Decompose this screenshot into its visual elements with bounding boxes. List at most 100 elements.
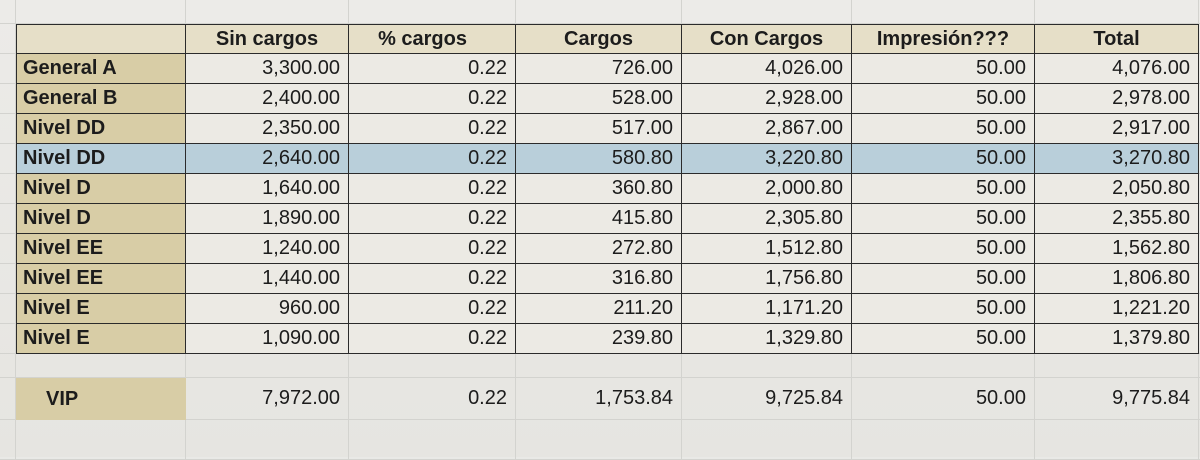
value-cell[interactable]: 50.00 <box>852 324 1035 354</box>
value-cell[interactable]: 2,928.00 <box>682 84 852 114</box>
empty-cell[interactable] <box>852 0 1035 24</box>
vip-value-cell[interactable]: 0.22 <box>349 378 516 420</box>
value-cell[interactable]: 726.00 <box>516 54 682 84</box>
vip-value-cell[interactable]: 1,753.84 <box>516 378 682 420</box>
empty-cell[interactable] <box>852 354 1035 378</box>
value-cell[interactable]: 239.80 <box>516 324 682 354</box>
value-cell[interactable]: 0.22 <box>349 114 516 144</box>
empty-cell[interactable] <box>516 0 682 24</box>
empty-cell[interactable] <box>186 0 349 24</box>
value-cell[interactable]: 50.00 <box>852 234 1035 264</box>
value-cell[interactable]: 1,090.00 <box>186 324 349 354</box>
value-cell[interactable]: 4,026.00 <box>682 54 852 84</box>
value-cell[interactable]: 50.00 <box>852 264 1035 294</box>
value-cell[interactable]: 1,512.80 <box>682 234 852 264</box>
header-total[interactable]: Total <box>1035 24 1199 54</box>
value-cell[interactable]: 1,329.80 <box>682 324 852 354</box>
header-cargos[interactable]: Cargos <box>516 24 682 54</box>
value-cell[interactable]: 2,050.80 <box>1035 174 1199 204</box>
value-cell[interactable]: 2,640.00 <box>186 144 349 174</box>
value-cell[interactable]: 580.80 <box>516 144 682 174</box>
value-cell[interactable]: 2,000.80 <box>682 174 852 204</box>
value-cell[interactable]: 0.22 <box>349 234 516 264</box>
empty-cell[interactable] <box>516 354 682 378</box>
value-cell[interactable]: 50.00 <box>852 84 1035 114</box>
value-cell[interactable]: 0.22 <box>349 264 516 294</box>
value-cell[interactable]: 1,440.00 <box>186 264 349 294</box>
row-label-cell[interactable]: General B <box>16 84 186 114</box>
row-label-cell[interactable]: Nivel D <box>16 204 186 234</box>
value-cell[interactable]: 50.00 <box>852 144 1035 174</box>
empty-cell[interactable] <box>0 354 16 378</box>
value-cell[interactable]: 4,076.00 <box>1035 54 1199 84</box>
header-sin-cargos[interactable]: Sin cargos <box>186 24 349 54</box>
value-cell[interactable]: 1,890.00 <box>186 204 349 234</box>
value-cell[interactable]: 316.80 <box>516 264 682 294</box>
value-cell[interactable]: 3,300.00 <box>186 54 349 84</box>
header-pct-cargos[interactable]: % cargos <box>349 24 516 54</box>
header-con-cargos[interactable]: Con Cargos <box>682 24 852 54</box>
empty-cell[interactable] <box>349 420 516 460</box>
value-cell[interactable]: 0.22 <box>349 84 516 114</box>
vip-value-cell[interactable]: 50.00 <box>852 378 1035 420</box>
empty-cell[interactable] <box>16 354 186 378</box>
value-cell[interactable]: 2,867.00 <box>682 114 852 144</box>
value-cell[interactable]: 272.80 <box>516 234 682 264</box>
empty-cell[interactable] <box>186 354 349 378</box>
value-cell[interactable]: 50.00 <box>852 54 1035 84</box>
value-cell[interactable]: 2,355.80 <box>1035 204 1199 234</box>
value-cell[interactable]: 0.22 <box>349 324 516 354</box>
value-cell[interactable]: 211.20 <box>516 294 682 324</box>
empty-cell[interactable] <box>16 0 186 24</box>
value-cell[interactable]: 2,400.00 <box>186 84 349 114</box>
value-cell[interactable]: 517.00 <box>516 114 682 144</box>
empty-cell[interactable] <box>1035 0 1199 24</box>
value-cell[interactable]: 960.00 <box>186 294 349 324</box>
row-label-cell[interactable]: Nivel DD <box>16 144 186 174</box>
value-cell[interactable]: 3,220.80 <box>682 144 852 174</box>
value-cell[interactable]: 528.00 <box>516 84 682 114</box>
row-label-cell[interactable]: Nivel EE <box>16 234 186 264</box>
vip-value-cell[interactable]: 7,972.00 <box>186 378 349 420</box>
header-corner-cell[interactable] <box>16 24 186 54</box>
vip-label-cell[interactable]: VIP <box>16 378 186 420</box>
row-label-cell[interactable]: General A <box>16 54 186 84</box>
value-cell[interactable]: 50.00 <box>852 174 1035 204</box>
row-label-cell[interactable]: Nivel D <box>16 174 186 204</box>
value-cell[interactable]: 0.22 <box>349 204 516 234</box>
value-cell[interactable]: 1,562.80 <box>1035 234 1199 264</box>
value-cell[interactable]: 3,270.80 <box>1035 144 1199 174</box>
empty-cell[interactable] <box>682 0 852 24</box>
empty-cell[interactable] <box>1035 354 1199 378</box>
empty-cell[interactable] <box>0 420 16 460</box>
vip-value-cell[interactable]: 9,775.84 <box>1035 378 1199 420</box>
value-cell[interactable]: 415.80 <box>516 204 682 234</box>
value-cell[interactable]: 1,240.00 <box>186 234 349 264</box>
value-cell[interactable]: 1,171.20 <box>682 294 852 324</box>
value-cell[interactable]: 0.22 <box>349 54 516 84</box>
value-cell[interactable]: 2,305.80 <box>682 204 852 234</box>
value-cell[interactable]: 360.80 <box>516 174 682 204</box>
empty-cell[interactable] <box>516 420 682 460</box>
empty-cell[interactable] <box>186 420 349 460</box>
row-label-cell[interactable]: Nivel DD <box>16 114 186 144</box>
value-cell[interactable]: 2,978.00 <box>1035 84 1199 114</box>
value-cell[interactable]: 1,756.80 <box>682 264 852 294</box>
vip-value-cell[interactable]: 9,725.84 <box>682 378 852 420</box>
value-cell[interactable]: 50.00 <box>852 294 1035 324</box>
value-cell[interactable]: 1,221.20 <box>1035 294 1199 324</box>
empty-cell[interactable] <box>1035 420 1199 460</box>
value-cell[interactable]: 1,640.00 <box>186 174 349 204</box>
row-label-cell[interactable]: Nivel E <box>16 324 186 354</box>
value-cell[interactable]: 1,806.80 <box>1035 264 1199 294</box>
empty-cell[interactable] <box>349 0 516 24</box>
value-cell[interactable]: 0.22 <box>349 174 516 204</box>
value-cell[interactable]: 50.00 <box>852 114 1035 144</box>
empty-cell[interactable] <box>16 420 186 460</box>
value-cell[interactable]: 0.22 <box>349 144 516 174</box>
empty-cell[interactable] <box>682 354 852 378</box>
empty-cell[interactable] <box>0 0 16 24</box>
empty-cell[interactable] <box>852 420 1035 460</box>
value-cell[interactable]: 0.22 <box>349 294 516 324</box>
value-cell[interactable]: 1,379.80 <box>1035 324 1199 354</box>
